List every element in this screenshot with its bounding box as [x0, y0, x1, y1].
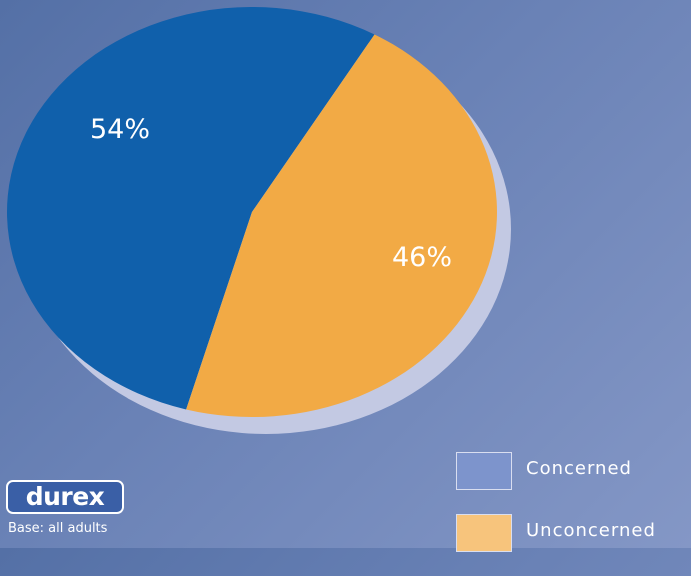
logo-text: durex	[25, 482, 105, 511]
data-label-unconcerned: 46%	[392, 242, 452, 273]
durex-logo: durex	[6, 480, 124, 514]
legend-label-concerned: Concerned	[526, 458, 632, 479]
data-label-concerned: 54%	[90, 114, 150, 145]
pie-slice-concerned	[7, 7, 375, 410]
legend-label-unconcerned: Unconcerned	[526, 520, 656, 541]
pie-chart: 54% 46%	[7, 7, 511, 434]
legend-swatch-concerned	[456, 452, 512, 490]
legend-swatch-unconcerned	[456, 514, 512, 552]
base-footnote: Base: all adults	[8, 521, 108, 536]
pie-slice-unconcerned	[186, 34, 498, 418]
